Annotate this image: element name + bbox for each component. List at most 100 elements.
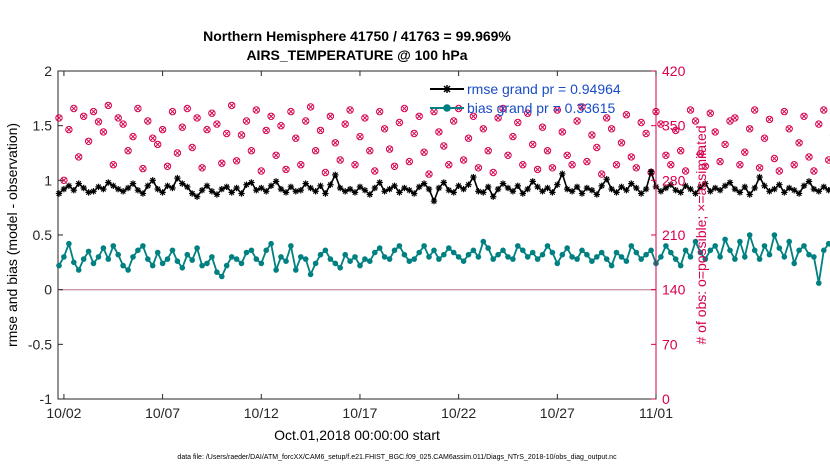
bias-point bbox=[603, 256, 610, 262]
rmse-point bbox=[440, 179, 447, 186]
nobs-marker bbox=[405, 157, 413, 166]
rmse-point bbox=[80, 184, 87, 192]
bias-point bbox=[209, 254, 215, 260]
y-left-tick-label: -1 bbox=[40, 391, 53, 407]
bias-point bbox=[549, 249, 556, 256]
nobs-marker bbox=[573, 117, 581, 125]
bias-point bbox=[135, 247, 141, 254]
bias-point bbox=[145, 256, 151, 262]
nobs-marker bbox=[583, 157, 591, 166]
rmse-point bbox=[549, 189, 556, 196]
bias-point bbox=[312, 260, 319, 267]
rmse-point bbox=[307, 184, 314, 192]
nobs-marker bbox=[800, 112, 808, 121]
rmse-point bbox=[618, 183, 625, 191]
rmse-point bbox=[692, 190, 699, 197]
rmse-point bbox=[124, 184, 132, 192]
bias-point bbox=[776, 245, 783, 251]
x-tick-label: 10/07 bbox=[145, 405, 180, 421]
nobs-marker bbox=[820, 106, 828, 114]
rmse-point bbox=[509, 188, 517, 195]
rmse-point bbox=[95, 183, 102, 191]
bias-point bbox=[648, 247, 654, 254]
nobs-marker bbox=[469, 112, 478, 121]
rmse-point bbox=[430, 197, 438, 205]
nobs-marker bbox=[751, 106, 759, 114]
rmse-point bbox=[243, 181, 250, 188]
bias-point bbox=[589, 258, 595, 265]
rmse-point bbox=[613, 189, 620, 196]
nobs-marker bbox=[376, 107, 384, 116]
nobs-marker bbox=[662, 151, 670, 160]
bias-point bbox=[90, 260, 97, 267]
rmse-point bbox=[287, 183, 295, 191]
bias-point bbox=[125, 267, 131, 273]
nobs-marker bbox=[390, 162, 399, 171]
rmse-point bbox=[233, 184, 240, 192]
nobs-marker bbox=[612, 160, 621, 169]
bias-point bbox=[628, 243, 635, 249]
rmse-point bbox=[179, 180, 186, 187]
bias-point bbox=[515, 243, 521, 249]
rmse-point bbox=[534, 183, 541, 191]
bias-point bbox=[283, 258, 289, 265]
nobs-marker bbox=[499, 104, 507, 113]
nobs-marker bbox=[183, 104, 192, 113]
bias-point bbox=[278, 254, 284, 260]
nobs-marker bbox=[272, 151, 280, 160]
rmse-point bbox=[159, 189, 166, 196]
rmse-point bbox=[337, 184, 344, 192]
rmse-point bbox=[702, 180, 709, 187]
nobs-marker bbox=[780, 107, 788, 116]
rmse-point bbox=[416, 183, 423, 191]
bias-point bbox=[396, 243, 403, 249]
bias-point bbox=[594, 254, 600, 260]
bias-point bbox=[258, 260, 265, 267]
bias-point bbox=[816, 280, 822, 286]
bias-point bbox=[796, 247, 802, 254]
bias-point bbox=[490, 256, 497, 262]
rmse-point bbox=[381, 188, 388, 195]
bias-point bbox=[500, 247, 506, 254]
legend-rmse-marker bbox=[443, 85, 451, 93]
bias-point bbox=[751, 247, 758, 254]
bias-point bbox=[391, 247, 398, 254]
rmse-point bbox=[332, 171, 339, 179]
bias-point bbox=[66, 240, 72, 247]
bias-point bbox=[460, 258, 467, 265]
nobs-marker bbox=[380, 125, 389, 133]
nobs-marker bbox=[55, 114, 63, 122]
nobs-marker bbox=[321, 168, 330, 177]
nobs-marker bbox=[287, 107, 295, 116]
bias-point bbox=[446, 245, 452, 251]
nobs-marker bbox=[425, 170, 433, 178]
rmse-point bbox=[292, 188, 299, 195]
rmse-point bbox=[406, 186, 413, 194]
rmse-point bbox=[366, 191, 373, 198]
y-right-tick-label: 140 bbox=[662, 282, 686, 298]
rmse-point bbox=[687, 185, 694, 193]
nobs-marker bbox=[701, 162, 709, 171]
bias-point bbox=[411, 256, 418, 262]
nobs-marker bbox=[94, 118, 103, 126]
rmse-point bbox=[786, 184, 793, 192]
bias-point bbox=[298, 254, 304, 260]
bias-point bbox=[238, 260, 245, 267]
rmse-point bbox=[638, 190, 645, 197]
nobs-marker bbox=[603, 114, 611, 122]
rmse-point bbox=[139, 190, 147, 197]
nobs-marker bbox=[262, 126, 270, 135]
bias-point bbox=[485, 245, 492, 251]
bias-point bbox=[120, 262, 126, 269]
rmse-point bbox=[455, 182, 462, 190]
nobs-marker bbox=[144, 117, 152, 125]
nobs-markers bbox=[55, 101, 830, 185]
nobs-marker bbox=[785, 125, 793, 133]
rmse-point bbox=[751, 184, 758, 192]
bias-point bbox=[742, 254, 748, 260]
bias-point bbox=[223, 262, 230, 269]
rmse-point bbox=[238, 190, 245, 197]
nobs-marker bbox=[306, 103, 315, 111]
nobs-marker bbox=[711, 128, 719, 136]
rmse-point bbox=[736, 189, 744, 196]
